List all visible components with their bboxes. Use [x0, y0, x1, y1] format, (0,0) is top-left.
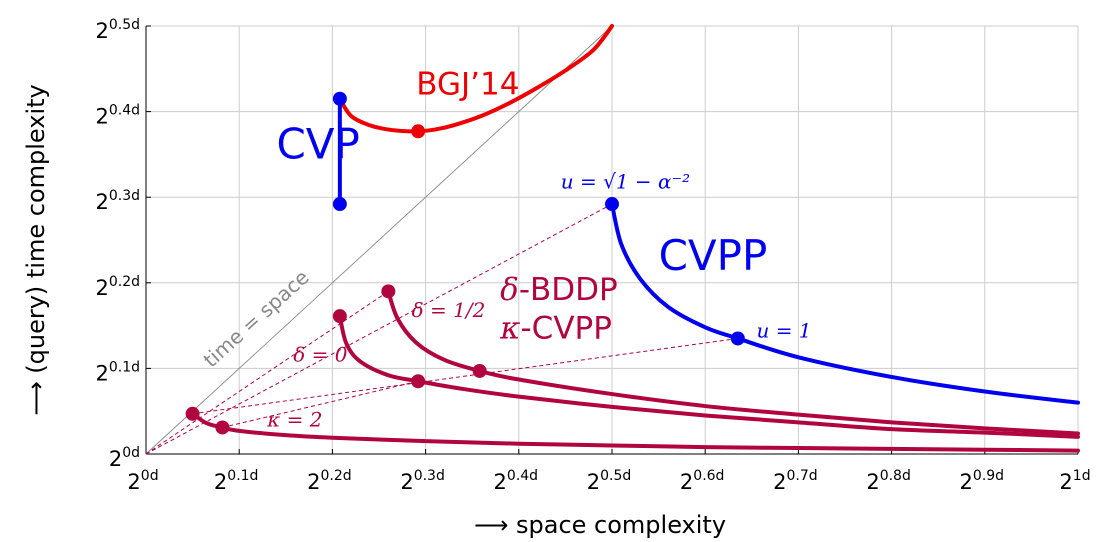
- y-tick-label-2: 20.2d: [95, 274, 140, 300]
- tick-labels: 20d 20.1d 20.2d 20.3d 20.4d 20.5d 20.6d 20.7d 20…: [95, 17, 1090, 494]
- x-tick-label-8: 20.8d: [866, 468, 911, 494]
- series-curve-4: [337, 314, 1080, 439]
- data-point-7: [472, 363, 487, 378]
- annotation-5: δ-BDDP: [500, 272, 618, 308]
- annotation-3: u = √1 − α⁻²: [561, 170, 690, 194]
- data-point-9: [185, 406, 200, 421]
- grid: [145, 25, 1079, 455]
- x-tick-label-7: 20.7d: [773, 468, 818, 494]
- annotation-6: κ-CVPP: [499, 310, 612, 346]
- data-point-10: [215, 420, 230, 435]
- data-point-1: [332, 197, 347, 212]
- series-curve-3: [386, 289, 1080, 436]
- annotation-9: κ = 2: [266, 408, 322, 432]
- x-tick-label-4: 20.4d: [494, 468, 539, 494]
- reference-lines: [145, 25, 738, 455]
- x-tick-label-1: 20.1d: [214, 468, 259, 494]
- x-tick-label-3: 20.3d: [400, 468, 445, 494]
- reference-line-3: [192, 337, 738, 415]
- annotation-7: δ = 1/2: [412, 298, 486, 322]
- annotation-8: δ = 0: [293, 343, 348, 367]
- y-tick-label-3: 20.3d: [95, 188, 140, 214]
- annotation-0: BGJ’14: [416, 66, 519, 102]
- data-point-4: [730, 331, 745, 346]
- x-tick-label-2: 20.2d: [307, 468, 352, 494]
- data-point-8: [411, 374, 426, 389]
- data-point-2: [411, 124, 426, 139]
- y-tick-label-1: 20.1d: [95, 359, 140, 385]
- y-tick-label-0: 20d: [109, 445, 140, 471]
- x-tick-label-9: 20.9d: [960, 468, 1005, 494]
- x-tick-label-10: 21d: [1059, 468, 1090, 494]
- data-point-6: [332, 309, 347, 324]
- series-curves: [190, 24, 1080, 453]
- markers: [185, 91, 745, 435]
- annotation-1: CVP: [276, 120, 359, 169]
- x-axis-title: ⟶ space complexity: [474, 511, 726, 539]
- annotation-4: u = 1: [756, 319, 811, 343]
- x-tick-label-5: 20.5d: [587, 468, 632, 494]
- y-axis-title: ⟶ (query) time complexity: [22, 84, 50, 416]
- data-point-3: [605, 197, 619, 212]
- series-curve-0: [337, 24, 614, 134]
- x-tick-label-0: 20d: [127, 468, 158, 494]
- data-point-5: [381, 284, 396, 299]
- x-tick-label-6: 20.6d: [680, 468, 725, 494]
- y-tick-label-5: 20.5d: [95, 17, 140, 43]
- annotation-2: CVPP: [659, 231, 768, 280]
- reference-line-4: [222, 380, 419, 428]
- y-tick-label-4: 20.4d: [95, 103, 140, 129]
- data-point-0: [332, 91, 347, 106]
- reference-line-0: [145, 25, 613, 455]
